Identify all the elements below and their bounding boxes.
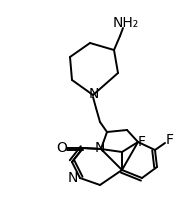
Text: N: N xyxy=(89,87,99,101)
Text: NH₂: NH₂ xyxy=(113,16,139,30)
Text: F: F xyxy=(166,133,174,147)
Text: N: N xyxy=(68,171,78,185)
Text: F: F xyxy=(138,135,146,149)
Text: N: N xyxy=(95,141,105,155)
Text: O: O xyxy=(56,141,68,155)
